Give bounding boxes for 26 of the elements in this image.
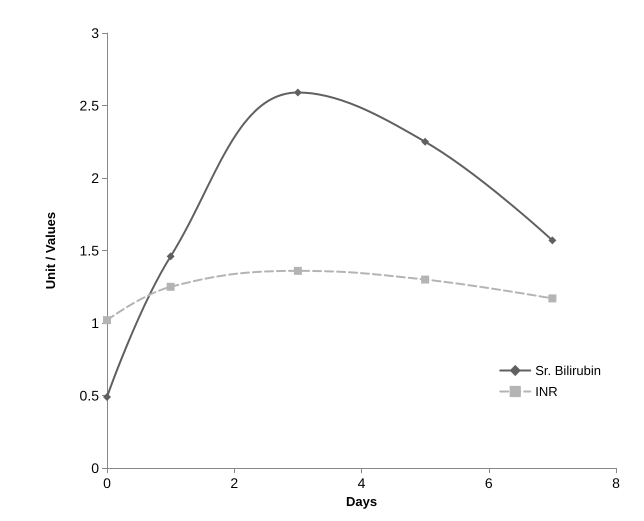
- x-tick-label: 6: [484, 475, 493, 492]
- x-tick-label: 8: [612, 475, 620, 492]
- y-tick-label: 3: [91, 25, 100, 41]
- point: [103, 316, 111, 324]
- y-tick-label: 2.5: [80, 98, 100, 114]
- y-axis-title: Unit / Values: [43, 212, 58, 290]
- point: [421, 138, 430, 146]
- y-tick-label: 1: [91, 315, 100, 332]
- point: [421, 276, 430, 284]
- x-tick-label: 0: [103, 475, 112, 492]
- point: [548, 294, 556, 302]
- x-tick-label: 2: [230, 475, 238, 492]
- point: [103, 393, 111, 402]
- point: [548, 236, 556, 244]
- point: [294, 266, 302, 275]
- y-tick-label: 0: [91, 460, 100, 476]
- y-tick-label: 2: [91, 170, 100, 186]
- point: [166, 282, 175, 291]
- x-axis-title: Days: [346, 494, 378, 509]
- legend-label: INR: [535, 384, 558, 399]
- point: [294, 88, 302, 96]
- y-tick-label: 0.5: [80, 388, 100, 404]
- x-tick-label: 4: [358, 475, 366, 492]
- y-tick-label: 1.5: [80, 242, 100, 259]
- legend-label: Sr. Bilirubin: [535, 363, 601, 378]
- point: [166, 252, 175, 260]
